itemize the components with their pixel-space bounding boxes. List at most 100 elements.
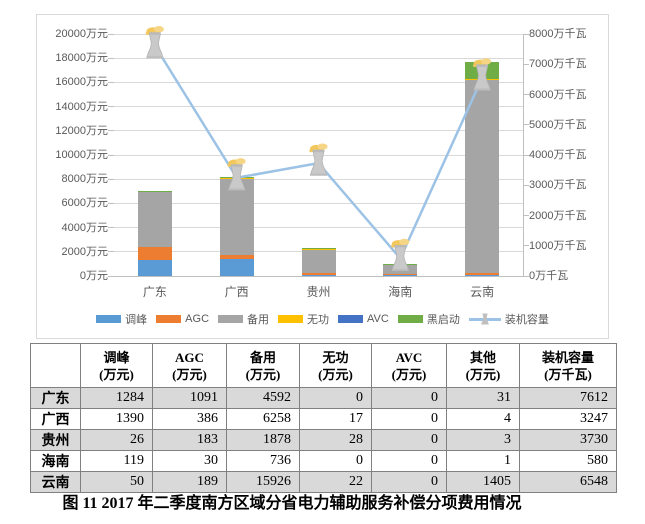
table-row-广西: 广西 1390 386 6258 17 0 4 3247 <box>30 408 617 430</box>
left-axis-tick <box>108 178 114 180</box>
left-axis-tick <box>108 275 114 277</box>
value-cell: 0 <box>371 429 447 451</box>
bar-segment-调峰-广西 <box>219 259 254 276</box>
province-cell: 贵州 <box>30 429 81 451</box>
left-axis-tick <box>108 202 114 204</box>
column-header-装机容量: 装机容量 (万千瓦) <box>519 343 617 388</box>
left-axis-tick <box>108 227 114 229</box>
bar-segment-无功-贵州 <box>301 249 336 251</box>
legend-tower-icon <box>480 313 489 325</box>
column-header-line1: 其他 <box>469 349 496 365</box>
value-cell: 15926 <box>226 471 300 493</box>
legend-item-装机容量: 装机容量 <box>468 311 549 327</box>
value-cell: 0 <box>371 408 447 430</box>
right-axis-tick <box>523 184 529 186</box>
right-axis-label: 1000万千瓦 <box>529 239 587 252</box>
table-header-row: 调峰 (万元) AGC (万元) 备用 (万元) 无功 (万元) AVC (万元) 其他 (万元) 装机… <box>30 343 617 388</box>
value-cell: 119 <box>80 450 153 472</box>
legend-label: 黑启动 <box>426 314 460 326</box>
table-row-贵州: 贵州 26 183 1878 28 0 3 3730 <box>30 429 617 451</box>
legend-item-备用: 备用 <box>218 311 269 327</box>
column-header-AGC: AGC (万元) <box>152 343 227 388</box>
legend-label: 无功 <box>307 314 330 326</box>
left-axis-tick <box>108 81 114 83</box>
value-cell: 50 <box>80 471 153 493</box>
province-cell: 广西 <box>30 408 81 430</box>
legend-swatch-icon <box>397 315 423 323</box>
right-axis-tick <box>523 215 529 216</box>
gridline <box>114 178 523 180</box>
value-cell: 1 <box>446 450 520 472</box>
right-axis-label: 4000万千瓦 <box>529 149 587 161</box>
column-header-line2: (万元) <box>465 366 501 382</box>
chart-area: 0万元 2000万元 4000万元 6000万元 8000万元 10000万元 12000万… <box>36 14 609 339</box>
bar-segment-黑启动-贵州 <box>301 248 336 250</box>
table-row-海南: 海南 119 30 736 0 0 1 580 <box>30 450 617 472</box>
column-header-line2: (万元) <box>99 366 134 382</box>
value-cell: 28 <box>299 429 372 451</box>
province-cell: 广东 <box>30 387 81 409</box>
right-axis-tick <box>523 63 529 65</box>
table-body: 广东 1284 1091 4592 0 0 31 7612 广西 1390 386 6258 17 0 4 3… <box>30 387 617 493</box>
value-cell: 31 <box>446 387 520 409</box>
column-header-line1: 无功 <box>322 349 349 365</box>
value-cell: 26 <box>80 429 153 451</box>
column-header-line1: 装机容量 <box>541 349 594 365</box>
column-header-line2: (万千瓦) <box>544 366 592 382</box>
left-axis-tick <box>108 57 114 59</box>
power-plant-marker-icon-广东 <box>145 26 164 59</box>
column-header-line2: (万元) <box>172 366 207 382</box>
bar-segment-备用-广东 <box>137 191 172 248</box>
legend-item-黑启动: 黑启动 <box>397 311 460 327</box>
legend-label: 备用 <box>247 314 270 326</box>
value-cell: 1091 <box>152 387 227 409</box>
right-axis-label: 2000万千瓦 <box>529 209 587 222</box>
right-axis-label: 7000万千瓦 <box>529 58 587 71</box>
legend-item-调峰: 调峰 <box>96 311 147 327</box>
figure-caption: 图 11 2017 年二季度南方区域分省电力辅助服务补偿分项费用情况 <box>62 495 522 512</box>
value-cell: 3 <box>446 429 520 451</box>
legend-label: AVC <box>367 313 389 325</box>
legend-line-marker-icon <box>468 313 501 325</box>
category-label-贵州: 贵州 <box>306 285 331 299</box>
right-axis-label: 5000万千瓦 <box>529 118 587 131</box>
right-axis-tick <box>523 245 529 247</box>
right-axis-tick <box>523 275 529 277</box>
value-cell: 1284 <box>80 387 153 409</box>
left-axis-tick <box>108 106 114 108</box>
legend-item-AVC: AVC <box>338 313 389 325</box>
power-plant-marker-icon-云南 <box>472 58 492 91</box>
legend-item-AGC: AGC <box>156 313 209 325</box>
left-axis-label: 16000万元 <box>55 76 108 89</box>
right-axis-tick <box>523 33 529 35</box>
legend-swatch-icon <box>278 315 304 323</box>
left-axis-label: 8000万元 <box>61 173 108 186</box>
left-axis-label: 2000万元 <box>61 245 108 258</box>
value-cell: 3247 <box>519 408 617 430</box>
column-header-备用: 备用 (万元) <box>226 343 300 388</box>
bar-segment-AGC-广西 <box>219 254 254 260</box>
left-axis-label: 18000万元 <box>55 52 108 65</box>
value-cell: 4592 <box>226 387 300 409</box>
value-cell: 189 <box>152 471 227 493</box>
value-cell: 22 <box>299 471 372 493</box>
left-axis-label: 14000万元 <box>55 100 108 113</box>
category-label-海南: 海南 <box>388 285 413 299</box>
table-row-广东: 广东 1284 1091 4592 0 0 31 7612 <box>30 387 617 409</box>
right-axis-label: 3000万千瓦 <box>529 179 587 192</box>
bar-segment-备用-贵州 <box>301 250 336 273</box>
left-axis-label: 0万元 <box>79 270 108 282</box>
province-cell: 海南 <box>30 450 81 472</box>
value-cell: 7612 <box>519 387 617 409</box>
right-axis-tick <box>523 154 529 156</box>
gridline <box>114 202 523 204</box>
power-plant-marker-icon-广西 <box>227 158 246 191</box>
column-header-line2: (万元) <box>318 366 353 382</box>
left-axis-tick <box>108 251 114 253</box>
data-table: 调峰 (万元) AGC (万元) 备用 (万元) 无功 (万元) AVC (万元) 其他 (万元) 装机… <box>30 343 617 493</box>
right-axis-label: 0万千瓦 <box>529 270 569 282</box>
capacity-line-chart <box>145 26 492 271</box>
value-cell: 17 <box>299 408 372 430</box>
column-header-line2: (万元) <box>245 366 281 382</box>
